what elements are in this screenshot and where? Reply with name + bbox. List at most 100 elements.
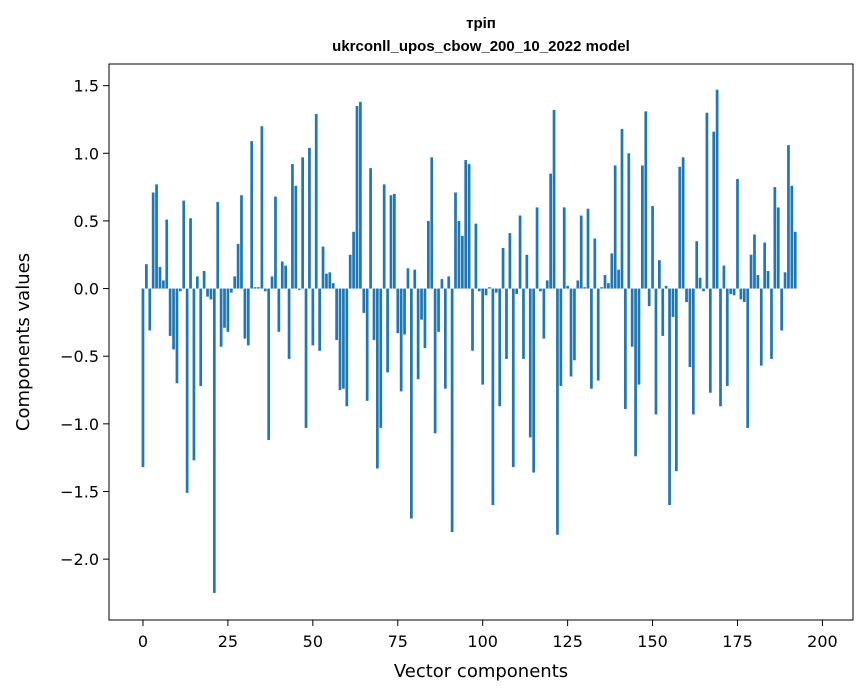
bar-151 — [654, 288, 658, 415]
bar-15 — [192, 288, 196, 461]
bar-117 — [539, 288, 542, 292]
bar-12 — [182, 200, 186, 289]
bar-154 — [664, 285, 668, 289]
bar-190 — [787, 145, 790, 289]
x-axis-label: Vector components — [394, 661, 568, 682]
bar-32 — [250, 141, 254, 289]
bar-46 — [297, 288, 301, 290]
bar-45 — [294, 185, 298, 289]
bar-182 — [759, 288, 763, 366]
bar-58 — [338, 288, 342, 391]
bar-122 — [556, 288, 559, 535]
bar-79 — [410, 288, 413, 519]
bar-39 — [274, 196, 277, 289]
bar-115 — [532, 288, 536, 473]
bar-18 — [202, 270, 206, 289]
bar-52 — [318, 288, 321, 351]
y-tick-label: −0.5 — [60, 347, 99, 366]
bar-4 — [155, 184, 158, 289]
bar-87 — [437, 288, 440, 332]
bar-124 — [562, 207, 566, 289]
bar-157 — [674, 288, 678, 472]
y-tick-label: −1.5 — [60, 482, 99, 501]
bar-9 — [172, 288, 175, 350]
bar-147 — [641, 165, 644, 289]
bar-160 — [685, 288, 688, 303]
bar-99 — [477, 288, 481, 292]
bar-167 — [708, 288, 712, 393]
bar-5 — [158, 266, 162, 289]
bar-73 — [389, 195, 393, 289]
chart-subtitle: ukrconll_upos_cbow_200_10_2022 model — [332, 38, 630, 55]
bar-92 — [454, 192, 457, 289]
bar-86 — [433, 288, 437, 434]
bar-103 — [491, 288, 495, 506]
bar-114 — [528, 288, 532, 438]
x-tick-label: 25 — [218, 632, 238, 651]
bar-168 — [712, 131, 716, 289]
bar-172 — [725, 288, 729, 386]
bar-1 — [145, 264, 148, 289]
bar-137 — [607, 283, 610, 289]
bar-150 — [651, 206, 654, 289]
x-tick-label: 175 — [722, 632, 753, 651]
bar-81 — [416, 288, 420, 380]
bar-135 — [600, 287, 603, 289]
bar-16 — [195, 276, 199, 289]
bar-93 — [457, 220, 461, 289]
bar-112 — [522, 288, 525, 359]
bar-104 — [494, 288, 498, 293]
bar-78 — [406, 268, 410, 289]
bar-66 — [365, 288, 369, 401]
bar-139 — [613, 165, 617, 289]
bar-181 — [756, 275, 760, 289]
bar-35 — [260, 126, 264, 289]
bar-185 — [770, 288, 773, 359]
bar-8 — [168, 288, 172, 336]
x-tick-label: 200 — [807, 632, 838, 651]
y-tick-label: 0.0 — [74, 280, 99, 299]
bar-55 — [328, 272, 332, 289]
bar-51 — [314, 114, 318, 289]
bar-159 — [681, 157, 685, 289]
bar-13 — [185, 288, 189, 493]
bar-67 — [369, 168, 372, 289]
bar-102 — [488, 287, 491, 289]
bar-176 — [739, 288, 743, 300]
bar-36 — [263, 288, 267, 292]
bar-158 — [678, 166, 682, 289]
bar-57 — [335, 288, 338, 340]
bar-109 — [511, 288, 515, 468]
bar-27 — [233, 276, 237, 289]
bar-100 — [481, 288, 485, 385]
bar-106 — [501, 247, 505, 289]
bar-69 — [376, 288, 379, 469]
bar-177 — [742, 288, 746, 303]
bar-173 — [729, 288, 733, 294]
bar-94 — [460, 235, 464, 289]
x-tick-label: 150 — [637, 632, 668, 651]
y-tick-label: 0.5 — [74, 212, 99, 231]
bar-191 — [790, 185, 794, 289]
bar-3 — [151, 192, 155, 289]
bar-101 — [484, 288, 488, 296]
plot-frame — [108, 63, 854, 621]
bar-171 — [722, 265, 726, 289]
bar-140 — [617, 269, 620, 289]
bar-83 — [423, 288, 427, 349]
bar-107 — [505, 288, 508, 359]
bar-155 — [668, 288, 671, 506]
bar-34 — [257, 287, 260, 289]
bar-143 — [627, 153, 631, 289]
bar-25 — [226, 288, 230, 332]
bar-90 — [447, 276, 451, 289]
bar-186 — [773, 187, 777, 289]
bar-26 — [229, 288, 233, 293]
bar-134 — [596, 288, 600, 381]
bar-33 — [253, 287, 257, 289]
bar-119 — [545, 280, 549, 289]
bar-group — [141, 89, 797, 593]
bar-148 — [644, 111, 648, 289]
bar-41 — [280, 261, 284, 289]
